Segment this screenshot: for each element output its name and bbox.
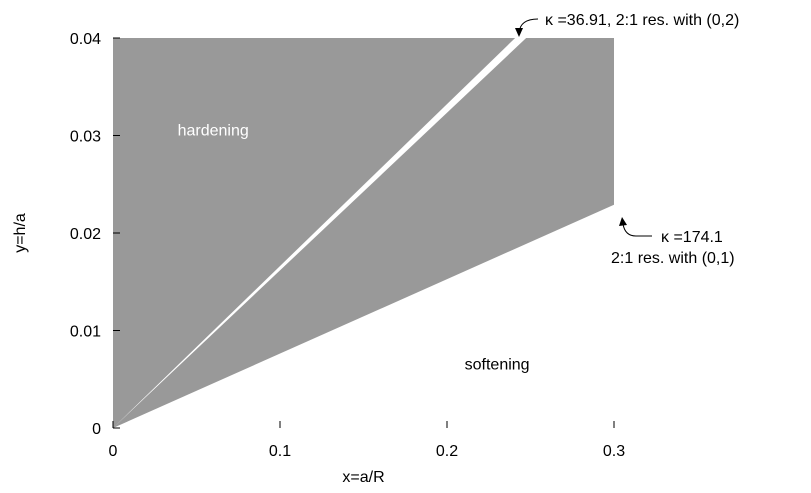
- y-tick-label: 0.01: [70, 324, 101, 341]
- y-axis-label: y=h/a: [12, 213, 29, 253]
- x-tick-label: 0.3: [603, 443, 625, 460]
- resonance-gap-band: [113, 38, 527, 428]
- x-axis-label: x=a/R: [342, 469, 384, 486]
- annotation-arrowhead-top: [515, 28, 523, 37]
- axes: 0 0.1 0.2 0.3 0 0.01 0.02 0.03 0.04 x=a/R y=h/a: [12, 31, 625, 486]
- annotation-resonance-01: 2:1 res. with (0,1): [611, 250, 735, 267]
- annotation-arrow-top: [518, 18, 539, 34]
- shaded-region: [113, 38, 614, 428]
- region-label-softening: softening: [465, 357, 530, 374]
- y-tick-label: 0.02: [70, 226, 101, 243]
- annotation-kappa-36: κ =36.91, 2:1 res. with (0,2): [545, 12, 739, 29]
- annotation-kappa-174: κ =174.1: [661, 229, 723, 246]
- y-tick-label: 0.03: [70, 129, 101, 146]
- x-tick-label: 0.1: [269, 443, 291, 460]
- annotation-arrow-right: [622, 223, 652, 237]
- y-tick-label: 0.04: [70, 31, 101, 48]
- plot-area: [113, 38, 614, 428]
- annotation-arrowhead-right: [619, 217, 627, 226]
- x-tick-label: 0: [109, 443, 118, 460]
- annotations: hardening softening κ =36.91, 2:1 res. wit…: [178, 12, 740, 374]
- y-tick-label: 0: [92, 421, 101, 438]
- x-tick-label: 0.2: [436, 443, 458, 460]
- region-label-hardening: hardening: [178, 123, 249, 140]
